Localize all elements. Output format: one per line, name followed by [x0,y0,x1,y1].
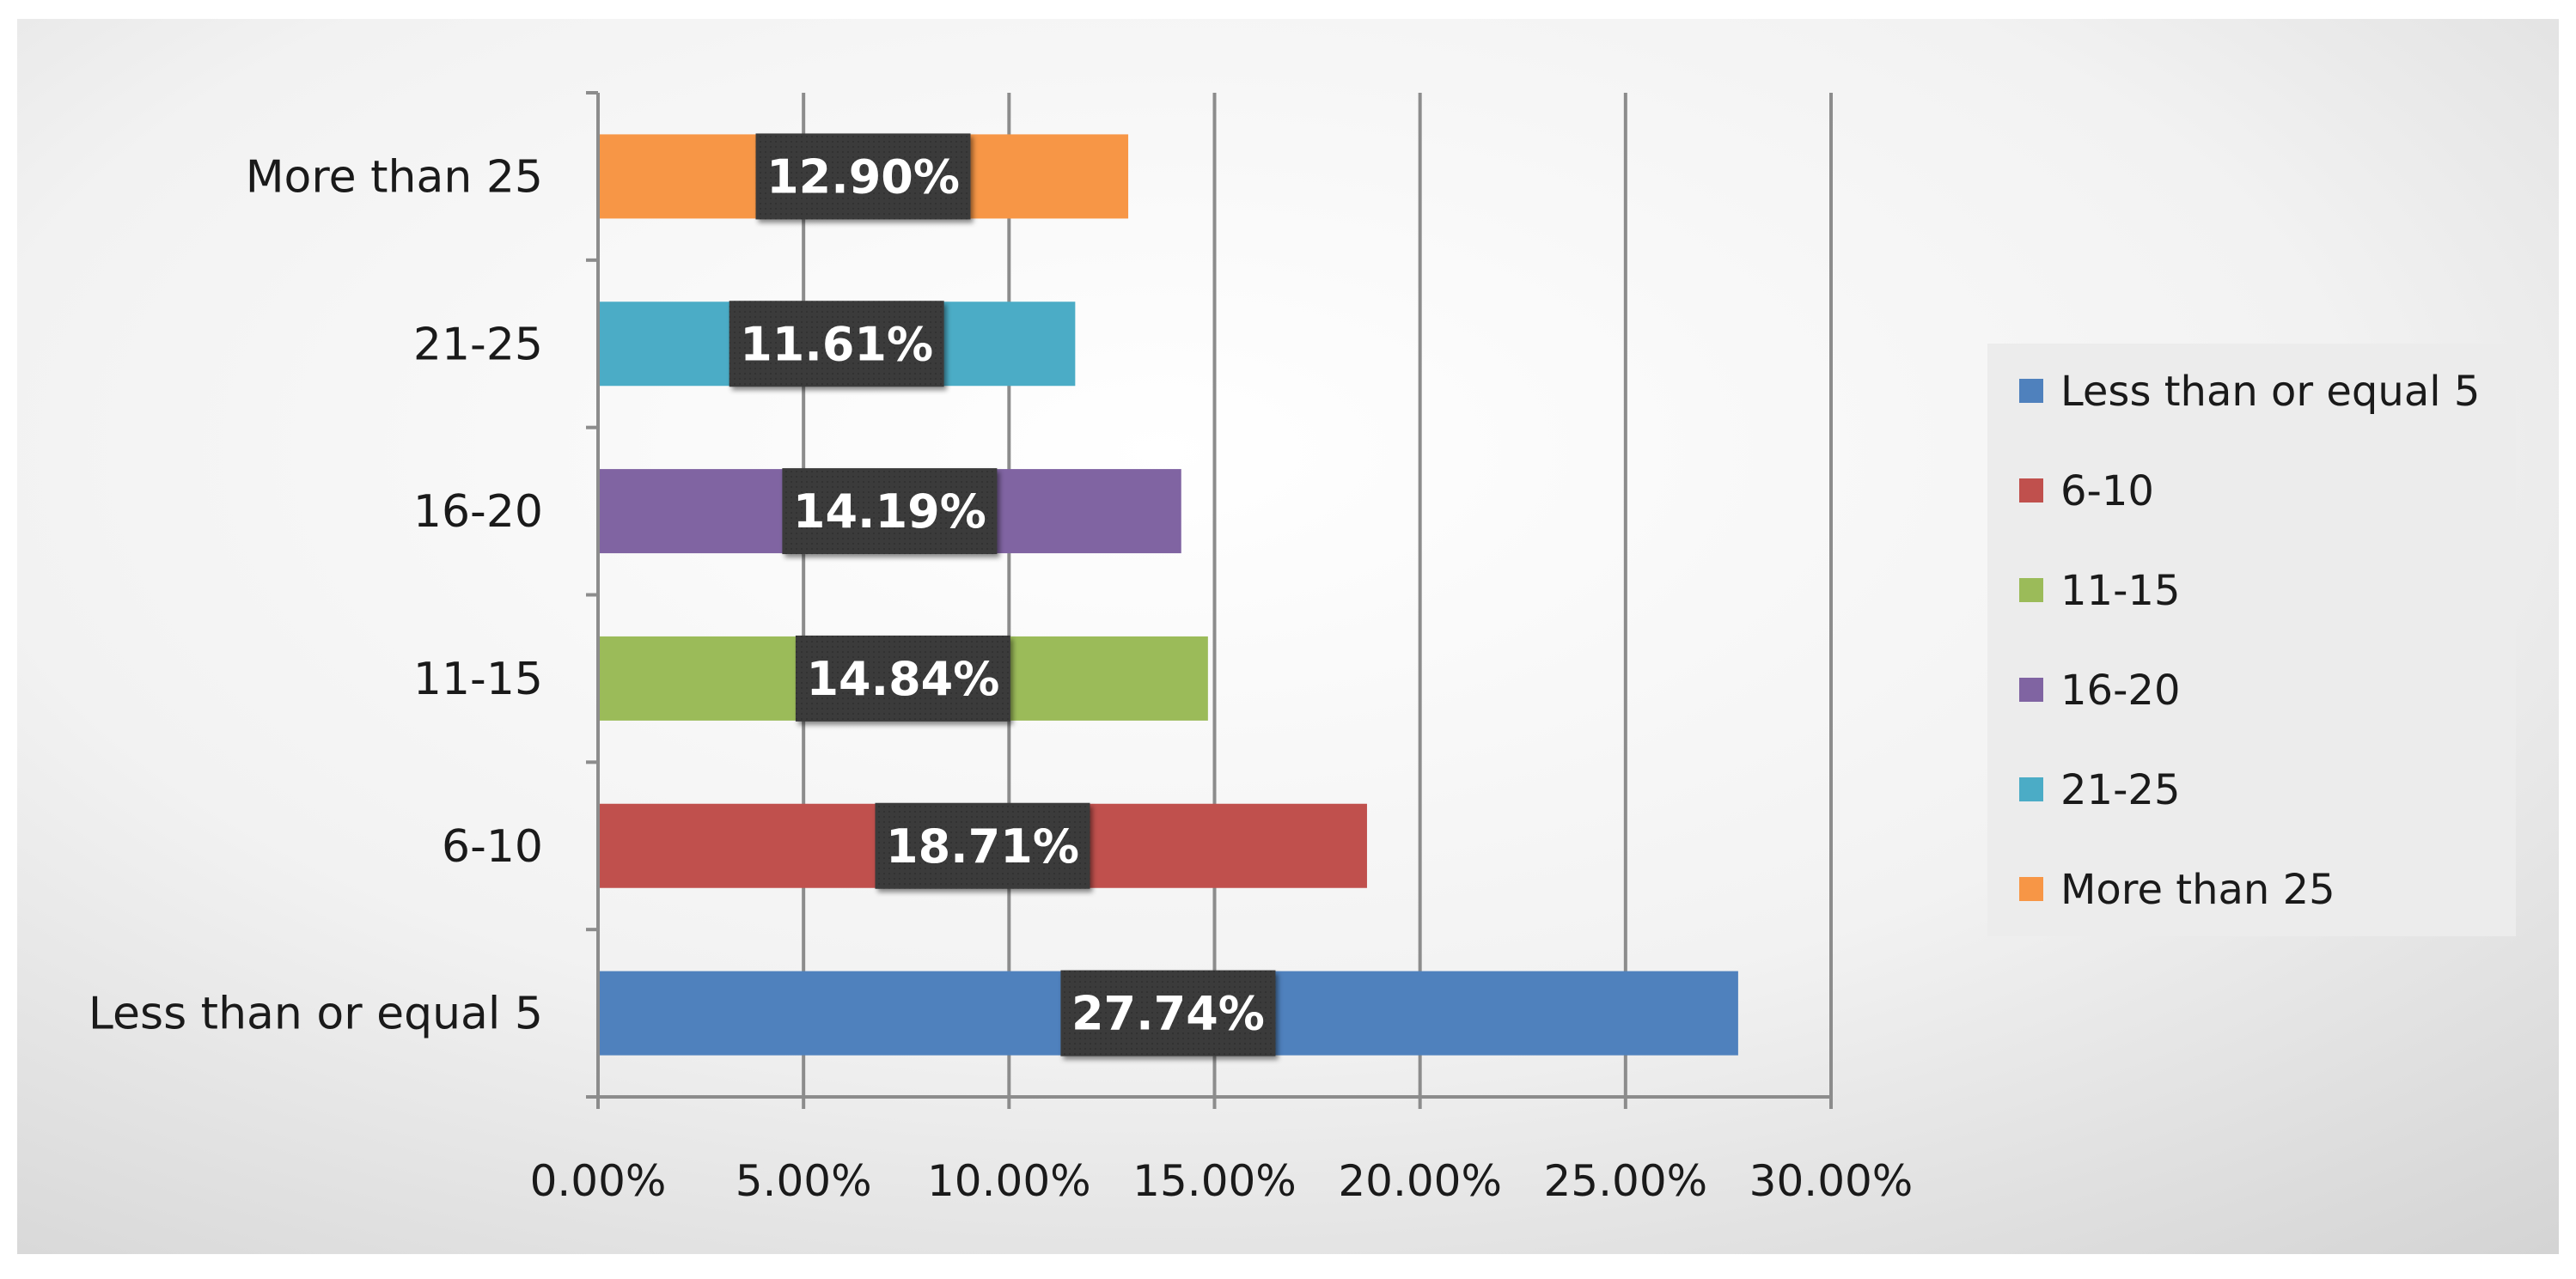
data-label-group: 14.19% [782,468,998,555]
y-category-label: More than 25 [246,151,543,203]
legend-entry: 6-10 [2060,467,2154,515]
legend-entry: Less than or equal 5 [2060,368,2480,416]
data-label-box [795,635,1010,722]
y-category-label: Less than or equal 5 [89,989,543,1040]
data-label-box [1060,970,1276,1057]
legend-box [1987,344,2516,936]
data-label-box [875,802,1090,889]
x-tick-label: 20.00% [1338,1156,1502,1206]
data-label-box [729,301,944,387]
legend-swatch [2019,379,2043,403]
legend-swatch [2019,578,2043,602]
y-category-label: 6-10 [442,821,543,873]
legend-entry: 21-25 [2060,766,2180,814]
data-label: 11.61% [740,317,933,371]
data-label-group: 11.61% [729,301,944,387]
x-tick-label: 15.00% [1132,1156,1297,1206]
y-category-label: 11-15 [413,654,543,705]
x-tick-label: 30.00% [1749,1156,1914,1206]
y-category-label: 16-20 [413,486,543,538]
data-label: 12.90% [766,149,960,204]
data-label-group: 12.90% [755,133,971,220]
x-tick-label: 5.00% [736,1156,872,1206]
legend-swatch [2019,478,2043,502]
data-label-box [782,468,998,555]
legend-swatch [2019,777,2043,801]
data-label: 18.71% [886,819,1079,874]
x-tick-label: 25.00% [1544,1156,1708,1206]
data-label-group: 27.74% [1060,970,1276,1057]
data-label-group: 18.71% [875,802,1090,889]
data-label-group: 14.84% [795,635,1010,722]
legend-entry: 16-20 [2060,667,2180,715]
data-label: 14.19% [793,484,986,539]
x-tick-label: 0.00% [530,1156,667,1206]
legend-swatch [2019,678,2043,702]
y-category-label: 21-25 [413,319,543,370]
legend-entry: More than 25 [2060,866,2335,914]
legend-swatch [2019,877,2043,901]
data-label-box [755,133,971,220]
data-label: 14.84% [806,652,999,706]
data-label: 27.74% [1071,987,1265,1041]
x-tick-label: 10.00% [927,1156,1091,1206]
legend-entry: 11-15 [2060,567,2180,615]
